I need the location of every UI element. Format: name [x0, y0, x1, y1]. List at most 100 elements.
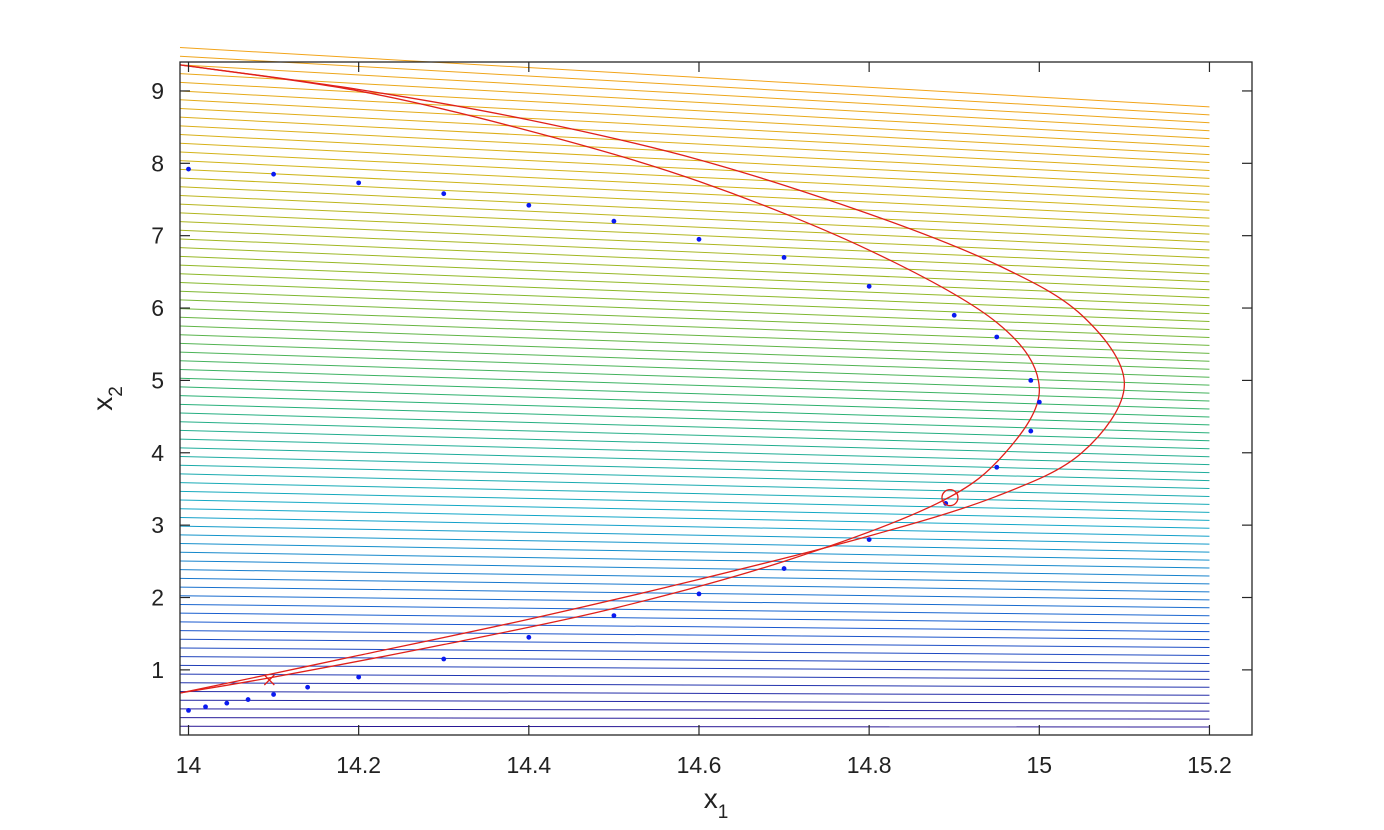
contour-line — [179, 342, 1210, 378]
x-tick-label: 15 — [1027, 752, 1053, 778]
contour-line — [179, 421, 1210, 450]
contour-line — [179, 534, 1210, 553]
contour-line — [179, 325, 1210, 362]
contour-line — [179, 47, 1210, 108]
iterate-point — [186, 707, 191, 713]
contour-line — [179, 403, 1210, 434]
contour-line — [179, 229, 1210, 275]
contour-line — [179, 595, 1210, 609]
contour-line — [179, 351, 1210, 386]
contour-line — [179, 308, 1210, 346]
contour-line — [179, 429, 1210, 458]
contour-line — [179, 603, 1210, 617]
y-tick-label: 3 — [151, 512, 164, 538]
contour-line — [179, 551, 1210, 569]
contour-line — [179, 482, 1210, 505]
contour-line — [179, 395, 1210, 426]
contour-line — [179, 447, 1210, 474]
contour-line — [179, 134, 1210, 187]
y-tick-label: 7 — [151, 223, 164, 249]
contour-line — [179, 638, 1210, 649]
contour-line — [179, 125, 1210, 179]
iterate-point — [245, 697, 251, 702]
iterate-point — [186, 166, 191, 172]
y-tick-label: 5 — [151, 367, 164, 393]
contour-line — [179, 264, 1210, 307]
contour-line — [179, 177, 1210, 227]
y-tick-label: 8 — [151, 150, 164, 176]
iterate-point — [441, 191, 447, 197]
contour-line — [179, 577, 1210, 593]
contour-line — [179, 55, 1210, 116]
contour-line — [179, 560, 1210, 577]
contour-line — [179, 64, 1210, 124]
iterate-point — [203, 704, 208, 710]
contour-line — [179, 699, 1210, 704]
contour-line — [179, 664, 1210, 672]
iterate-point — [781, 254, 787, 260]
contour-line — [179, 473, 1210, 497]
contour-line — [179, 708, 1210, 712]
contour-lines — [179, 47, 1210, 736]
iterate-point — [696, 236, 702, 242]
iterate-point — [526, 202, 532, 208]
y-tick-label: 1 — [151, 657, 164, 683]
constraint-curve-1 — [179, 64, 1040, 694]
contour-line — [179, 334, 1210, 370]
contour-line — [179, 160, 1210, 211]
iterate-point — [611, 218, 617, 224]
contour-line — [179, 73, 1210, 132]
contour-line — [179, 508, 1210, 529]
solution-circle-marker — [941, 488, 959, 507]
contour-line — [179, 281, 1210, 323]
contour-line — [179, 647, 1210, 656]
contour-line — [179, 99, 1210, 156]
contour-line — [179, 316, 1210, 354]
contour-line — [179, 717, 1210, 720]
contour-line — [179, 81, 1210, 140]
contour-line — [179, 255, 1210, 299]
contour-line — [179, 212, 1210, 259]
contour-line — [179, 238, 1210, 283]
contour-line — [179, 438, 1210, 466]
x-tick-label: 14.6 — [677, 752, 722, 778]
y-axis-label-main: x — [87, 397, 118, 411]
iterate-point — [526, 634, 532, 640]
contour-line — [179, 725, 1210, 728]
plot-series — [179, 64, 1126, 713]
x-axis-label-main: x — [704, 783, 718, 814]
iterate-point — [611, 613, 617, 618]
contour-line — [179, 386, 1210, 418]
contour-line — [179, 203, 1210, 251]
axis-ticks: 14 14.2 14.4 14.6 14.8 15 15.2 1 2 3 4 5 6 7 8 9 — [151, 62, 1252, 778]
contour-line — [179, 656, 1210, 664]
iterate-point — [994, 334, 1000, 340]
contour-line — [179, 612, 1210, 625]
iterate-point — [696, 591, 702, 597]
contour-line — [179, 142, 1210, 195]
contour-line — [179, 621, 1210, 633]
plot-markers — [263, 488, 959, 686]
iterate-point — [1036, 399, 1042, 405]
iterate-point — [866, 283, 872, 289]
iterate-point — [951, 312, 957, 318]
contour-line — [179, 456, 1210, 482]
contour-line — [179, 516, 1210, 537]
contour-line — [179, 682, 1210, 688]
contour-line — [179, 360, 1210, 394]
contour-line — [179, 194, 1210, 243]
x-tick-label: 14.4 — [506, 752, 551, 778]
contour-line — [179, 299, 1210, 338]
contour-line — [179, 290, 1210, 330]
start-cross-marker — [263, 674, 275, 686]
contour-line — [179, 499, 1210, 521]
contour-line — [179, 90, 1210, 148]
iterate-point — [305, 684, 311, 690]
contour-line — [179, 673, 1210, 680]
y-axis-label: x2 — [87, 386, 127, 411]
x-tick-label: 14.2 — [336, 752, 381, 778]
contour-line — [179, 116, 1210, 171]
contour-line — [179, 690, 1210, 696]
constraint-curve-2 — [179, 64, 1126, 694]
